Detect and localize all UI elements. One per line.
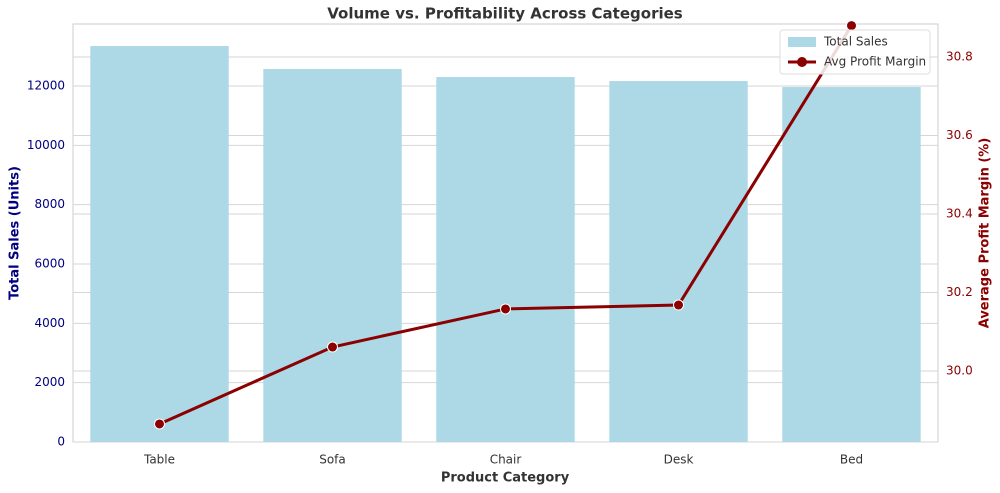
bar bbox=[90, 46, 229, 443]
y-tick-label: 0 bbox=[57, 435, 65, 449]
legend-swatch bbox=[797, 57, 807, 67]
line-marker bbox=[154, 418, 165, 430]
chart-title: Volume vs. Profitability Across Categori… bbox=[327, 5, 683, 23]
line-marker bbox=[846, 20, 857, 32]
x-tick-label: Chair bbox=[490, 453, 522, 467]
y-tick-label: 8000 bbox=[34, 197, 65, 211]
y-tick-label: 12000 bbox=[27, 79, 65, 93]
legend-label: Avg Profit Margin bbox=[824, 55, 926, 69]
y2-tick-label: 30.8 bbox=[946, 49, 973, 63]
bar bbox=[263, 69, 402, 443]
y-axis-label: Total Sales (Units) bbox=[8, 166, 23, 300]
x-tick-label: Desk bbox=[664, 453, 694, 467]
line-marker bbox=[327, 341, 338, 353]
y2-tick-label: 30.6 bbox=[946, 128, 973, 142]
bar bbox=[436, 77, 575, 442]
y2-axis-label: Average Profit Margin (%) bbox=[978, 138, 993, 329]
y2-tick-label: 30.0 bbox=[946, 363, 973, 377]
y2-tick-label: 30.4 bbox=[946, 206, 973, 220]
line-marker bbox=[673, 299, 684, 311]
bar bbox=[609, 81, 748, 442]
y2-tick-label: 30.2 bbox=[946, 285, 973, 299]
x-tick-label: Table bbox=[143, 453, 175, 467]
bar bbox=[782, 87, 921, 442]
y-tick-label: 4000 bbox=[34, 316, 65, 330]
legend-label: Total Sales bbox=[823, 35, 888, 49]
legend-box bbox=[779, 29, 931, 75]
x-tick-label: Sofa bbox=[319, 453, 346, 467]
legend-swatch bbox=[788, 37, 816, 47]
y-tick-label: 6000 bbox=[34, 257, 65, 271]
line-marker bbox=[500, 303, 511, 315]
x-axis-label: Product Category bbox=[441, 471, 570, 486]
x-tick-label: Bed bbox=[840, 453, 863, 467]
y-tick-label: 10000 bbox=[27, 138, 65, 152]
y-tick-label: 2000 bbox=[34, 375, 65, 389]
